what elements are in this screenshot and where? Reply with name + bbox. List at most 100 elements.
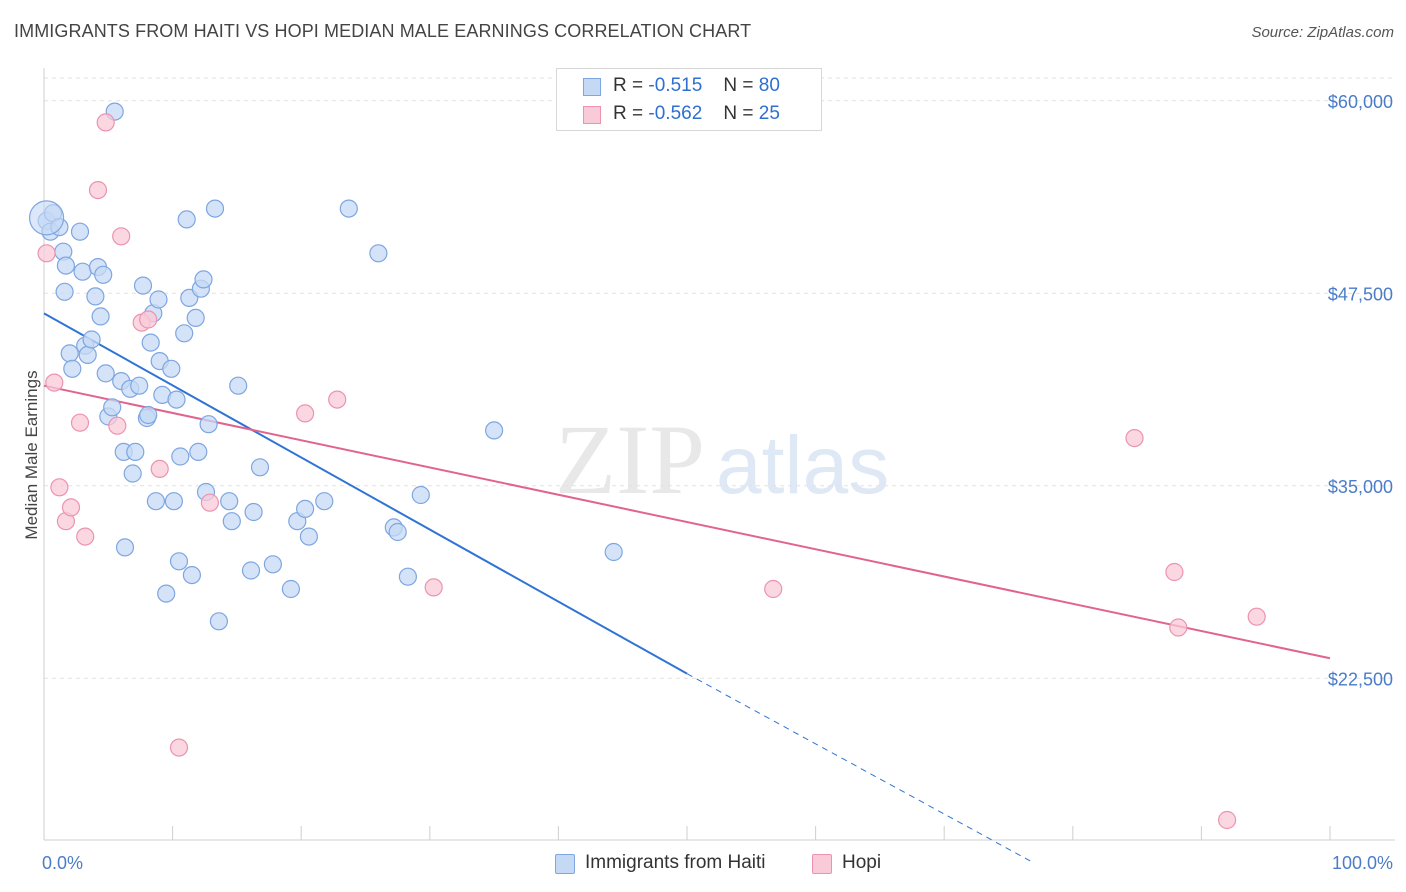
legend-n-label: N =: [723, 75, 754, 96]
chart-title: IMMIGRANTS FROM HAITI VS HOPI MEDIAN MAL…: [14, 21, 752, 41]
point-haiti-24: [115, 538, 135, 557]
series-label-hopi: Hopi: [842, 852, 882, 873]
point-haiti-56: [220, 492, 239, 511]
point-haiti-61: [250, 458, 270, 477]
point-haiti-10: [73, 262, 92, 281]
point-haiti-40: [164, 492, 183, 511]
point-hopi-9: [108, 416, 127, 435]
series-swatch-haiti: [555, 854, 575, 874]
point-hopi-4: [61, 498, 81, 517]
point-haiti-48: [186, 308, 205, 327]
legend: R = -0.515 N = 80 R = -0.562 N = 25: [556, 68, 822, 131]
point-hopi-10: [112, 227, 131, 246]
watermark-zip: ZIP: [555, 404, 705, 515]
trend-line-haiti-extension: [686, 673, 1035, 864]
point-haiti-34: [146, 492, 165, 511]
point-hopi-23: [1217, 810, 1237, 830]
point-haiti-63: [281, 579, 300, 599]
point-hopi-22: [1169, 618, 1188, 637]
data-points: [28, 102, 1266, 830]
point-haiti-32: [141, 333, 160, 352]
legend-r-value: -0.515: [648, 75, 703, 96]
point-haiti-51: [194, 270, 213, 289]
point-haiti-58: [229, 376, 248, 395]
point-haiti-35: [149, 290, 168, 309]
point-haiti-57: [222, 512, 241, 531]
y-tick-label-3: $60,000: [1328, 92, 1393, 112]
point-haiti-27: [126, 442, 145, 461]
point-haiti-41: [167, 390, 186, 409]
source-credit: Source: ZipAtlas.com: [1251, 24, 1394, 41]
legend-r-label: R =: [613, 103, 644, 124]
point-haiti-12: [78, 345, 97, 364]
point-haiti-71: [388, 522, 407, 542]
point-haiti-74: [485, 421, 504, 440]
point-haiti-31: [139, 405, 158, 425]
y-tick-labels: $22,500 $35,000 $47,500 $60,000: [1328, 92, 1393, 689]
point-haiti-14: [86, 287, 105, 306]
y-tick-label-0: $22,500: [1328, 669, 1393, 689]
watermark-atlas: atlas: [716, 420, 889, 511]
legend-n-value: 25: [758, 103, 780, 124]
point-haiti-65: [296, 499, 315, 518]
point-haiti-28: [130, 376, 149, 395]
axes: [43, 68, 1395, 841]
x-tick-labels: 0.0% 100.0%: [42, 853, 1393, 873]
point-haiti-16: [91, 307, 110, 326]
point-haiti-72: [398, 567, 417, 586]
point-haiti-49: [189, 442, 208, 461]
trend-lines: [43, 312, 1331, 864]
point-haiti-38: [157, 584, 176, 603]
point-haiti-9: [70, 222, 90, 241]
y-tick-label-1: $35,000: [1328, 477, 1393, 497]
legend-n-label: N =: [723, 103, 754, 124]
trend-line-haiti: [43, 312, 688, 675]
legend-swatch-haiti: [583, 78, 601, 96]
point-hopi-6: [76, 527, 95, 546]
point-haiti-62: [263, 555, 282, 574]
point-haiti-68: [339, 199, 358, 218]
point-hopi-24: [1247, 607, 1266, 626]
point-hopi-19: [764, 579, 783, 599]
point-hopi-18: [424, 578, 443, 597]
y-tick-label-2: $47,500: [1328, 284, 1393, 304]
series-swatch-hopi: [812, 854, 832, 874]
legend-swatch-hopi: [583, 106, 601, 124]
watermark: ZIP atlas: [555, 404, 889, 515]
point-hopi-7: [88, 181, 108, 200]
point-haiti-73: [411, 485, 430, 505]
point-hopi-8: [96, 113, 115, 132]
point-haiti-8: [63, 359, 82, 378]
point-haiti-55: [209, 612, 228, 631]
point-haiti-47: [182, 565, 201, 585]
point-haiti-43: [171, 447, 190, 466]
point-hopi-12: [139, 310, 158, 329]
point-haiti-18: [96, 364, 115, 383]
legend-n-value: 80: [758, 75, 780, 96]
point-haiti-69: [369, 244, 388, 263]
point-haiti-60: [244, 502, 263, 522]
point-haiti-39: [162, 359, 181, 378]
x-tick-label-1: 100.0%: [1332, 853, 1393, 873]
point-haiti-cluster: [28, 200, 65, 236]
point-haiti-44: [175, 324, 194, 343]
point-haiti-67: [315, 492, 334, 511]
point-hopi-2: [50, 478, 69, 497]
point-haiti-7: [60, 344, 79, 363]
point-hopi-5: [70, 413, 90, 432]
point-hopi-13: [150, 459, 169, 478]
gridlines: [44, 77, 1395, 679]
point-hopi-17: [328, 390, 347, 409]
point-hopi-16: [296, 404, 315, 423]
point-haiti-5: [55, 282, 74, 301]
point-hopi-21: [1165, 562, 1184, 582]
point-haiti-66: [299, 527, 318, 546]
point-haiti-45: [177, 210, 196, 229]
point-haiti-29: [133, 276, 153, 295]
trend-line-hopi: [43, 384, 1331, 660]
point-haiti-59: [241, 561, 261, 580]
legend-r-value: -0.562: [648, 103, 703, 124]
series-label-haiti: Immigrants from Haiti: [585, 852, 766, 873]
series-legend: Immigrants from Haiti Hopi: [0, 851, 1406, 879]
